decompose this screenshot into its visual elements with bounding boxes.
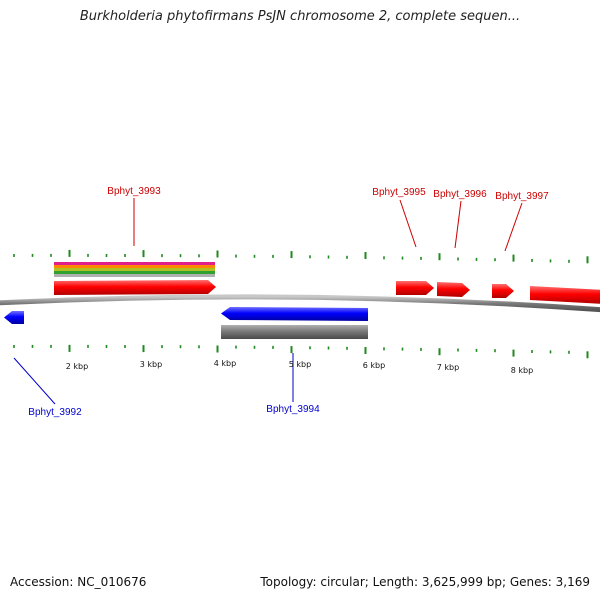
stripe-orange [54,265,215,268]
label-bphyt-3992[interactable]: Bphyt_3992 [28,407,82,418]
gene-bphyt-3992[interactable] [4,311,24,324]
lower-tick-row [13,344,589,359]
ruler-label-6kbp: 6 kbp [363,361,385,370]
ruler-label-7kbp: 7 kbp [437,363,459,372]
accession-label: Accession: NC_010676 [10,575,147,589]
gene-bphyt-3995[interactable] [396,281,434,295]
gene-bphyt-3994[interactable] [221,307,368,321]
label-bphyt-3993[interactable]: Bphyt_3993 [107,186,161,197]
label-bphyt-3995[interactable]: Bphyt_3995 [372,187,426,198]
genome-summary: Topology: circular; Length: 3,625,999 bp… [260,575,590,589]
chromosome-backbone [0,294,600,313]
upper-tick-row [13,249,589,264]
stripe-olive [54,268,215,271]
leader-bphyt-3992 [13,357,56,405]
stripe-magenta [54,262,215,265]
leader-bphyt-3997 [504,202,523,252]
feature-stripes [54,262,215,277]
ruler-label-4kbp: 4 kbp [214,359,236,368]
gene-right-edge[interactable] [530,286,600,304]
leader-bphyt-3995 [399,199,417,248]
ruler-label-5kbp: 5 kbp [289,360,311,369]
label-bphyt-3997[interactable]: Bphyt_3997 [495,191,549,202]
ruler-label-8kbp: 8 kbp [511,366,533,375]
gene-bphyt-3996[interactable] [437,282,470,297]
ruler-label-3kbp: 3 kbp [140,360,162,369]
label-bphyt-3996[interactable]: Bphyt_3996 [433,189,487,200]
ruler-label-2kbp: 2 kbp [66,362,88,371]
stripe-green [54,271,215,274]
stripe-grey [54,274,215,277]
label-bphyt-3994[interactable]: Bphyt_3994 [266,404,320,415]
gene-bphyt-3993[interactable] [54,280,216,295]
feature-grey-bar[interactable] [221,325,368,339]
leader-bphyt-3996 [454,200,462,249]
sequence-title: Burkholderia phytofirmans PsJN chromosom… [79,9,521,24]
gene-bphyt-3997[interactable] [492,284,514,298]
